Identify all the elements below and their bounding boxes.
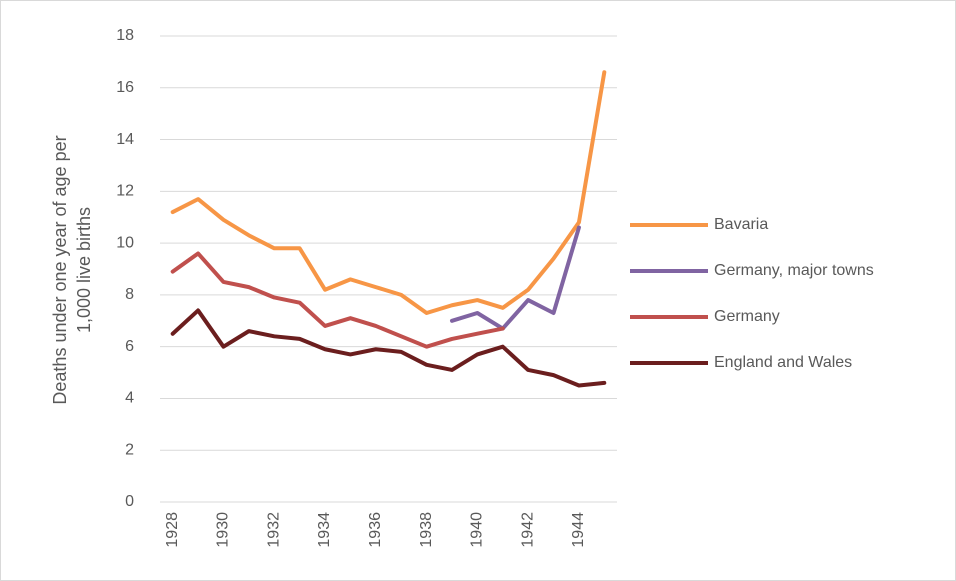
y-tick-label: 14 — [116, 131, 134, 148]
series-line — [449, 225, 581, 331]
series-line — [170, 70, 607, 316]
legend-label: Bavaria — [714, 216, 768, 233]
y-tick-label: 16 — [116, 79, 134, 96]
y-tick-label: 0 — [125, 493, 134, 510]
legend-label: England and Wales — [714, 354, 852, 371]
y-tick-label: 18 — [116, 27, 134, 44]
y-tick-label: 2 — [125, 441, 134, 458]
y-tick-label: 4 — [125, 390, 134, 407]
x-tick-label: 1936 — [367, 512, 384, 548]
series-line — [170, 251, 505, 349]
x-tick-label: 1938 — [418, 512, 435, 548]
y-tick-label: 8 — [125, 286, 134, 303]
x-tick-label: 1928 — [164, 512, 181, 548]
x-tick-label: 1934 — [316, 512, 333, 548]
y-tick-label: 6 — [125, 338, 134, 355]
series-line — [170, 308, 607, 388]
x-tick-label: 1932 — [265, 512, 282, 548]
legend-label: Germany, major towns — [714, 262, 874, 279]
x-tick-label: 1940 — [469, 512, 486, 548]
y-tick-label: 10 — [116, 234, 134, 251]
y-tick-label: 12 — [116, 183, 134, 200]
y-axis-label: Deaths under one year of age per 1,000 l… — [50, 135, 94, 405]
x-tick-label: 1944 — [570, 512, 587, 548]
legend-label: Germany — [714, 308, 780, 325]
x-tick-label: 1930 — [215, 512, 232, 548]
x-tick-label: 1942 — [519, 512, 536, 548]
